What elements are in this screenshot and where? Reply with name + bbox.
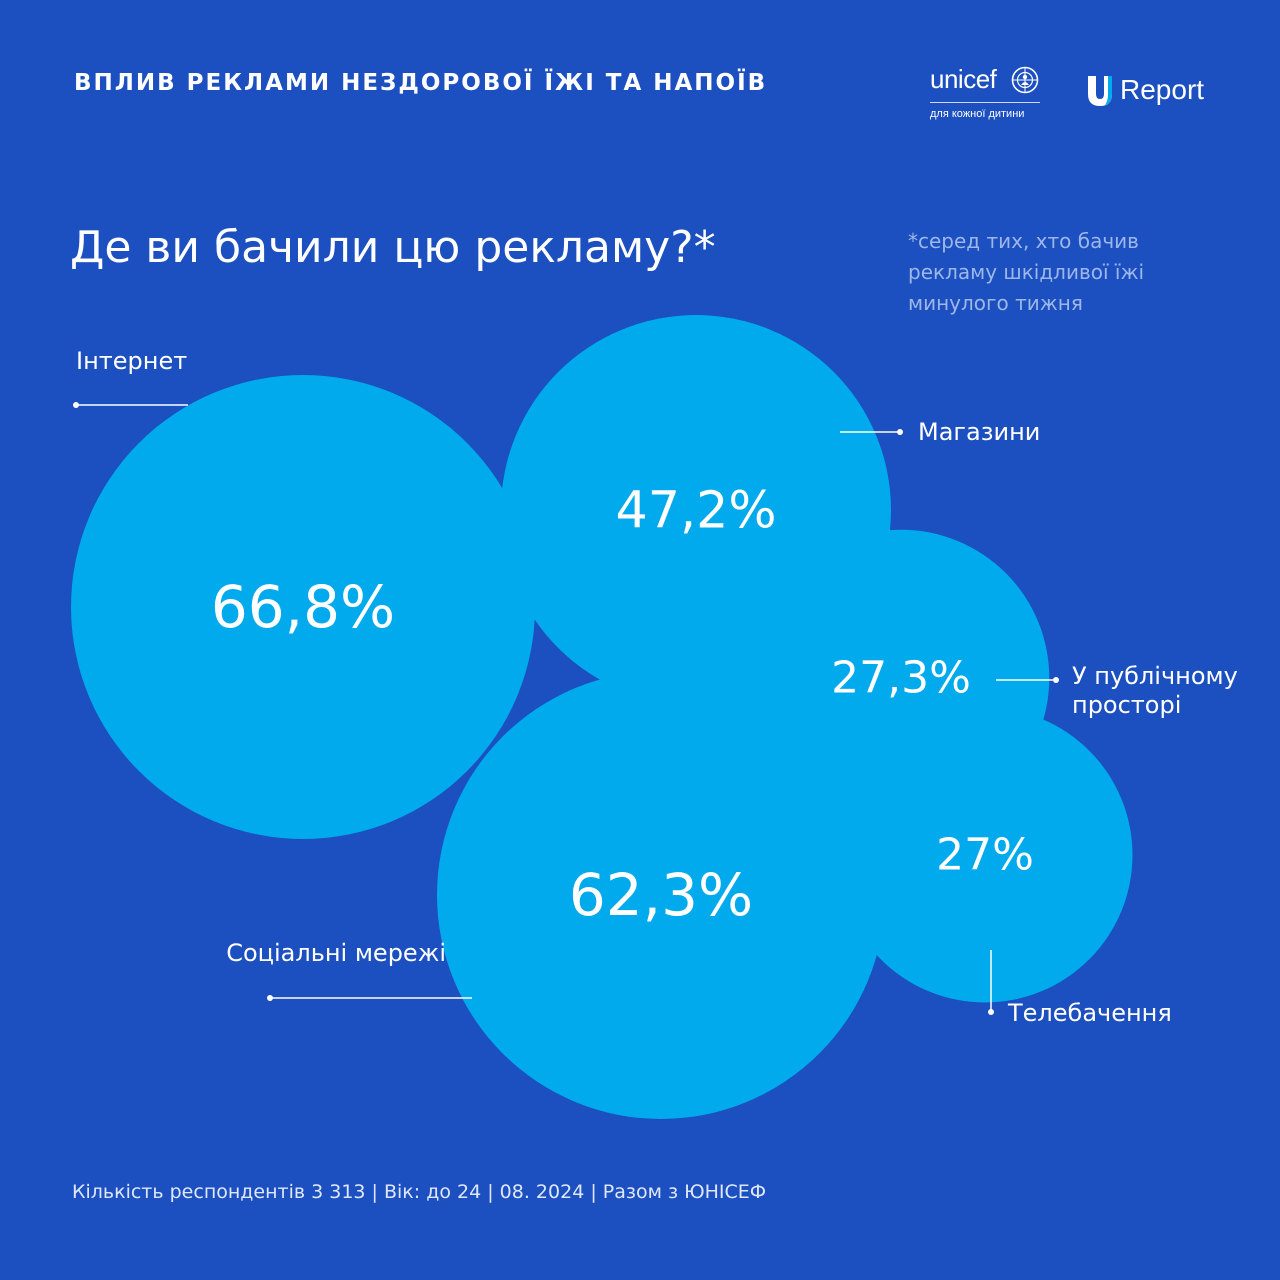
value-label: 66,8%: [211, 573, 395, 641]
value-label: 62,3%: [569, 861, 753, 929]
footer-source: Кількість респондентів 3 313 | Вік: до 2…: [72, 1181, 767, 1203]
unicef-logo-wordmark: unicef: [930, 64, 997, 94]
leader-dot: [1053, 677, 1059, 683]
category-label: У публічному просторі: [1072, 662, 1238, 719]
unicef-tagline: для кожної дитини: [930, 108, 1025, 120]
question-title: Де ви бачили цю рекламу?*: [70, 222, 716, 273]
unicef-logo-divider: [930, 102, 1040, 103]
category-label: Інтернет: [76, 347, 187, 375]
leader-dot: [988, 1009, 994, 1015]
unicef-logo: unicef для кожної дитини: [930, 64, 1042, 122]
ureport-logo-wordmark: Report: [1120, 74, 1205, 105]
bubble: [71, 375, 535, 839]
leader-dot: [267, 995, 273, 1001]
ureport-u-icon: [1088, 76, 1112, 106]
bubble: [437, 671, 885, 1119]
value-label: 47,2%: [615, 481, 776, 540]
category-label: Соціальні мережі: [226, 939, 446, 967]
unicef-emblem-icon: [1011, 66, 1039, 94]
leader-dot: [897, 429, 903, 435]
footnote: *серед тих, хто бачив рекламу шкідливої …: [908, 229, 1145, 315]
value-label: 27,3%: [831, 653, 971, 704]
category-label: Магазини: [918, 418, 1040, 446]
category-label: Телебачення: [1007, 999, 1172, 1027]
value-label: 27%: [936, 830, 1034, 881]
infographic-header: ВПЛИВ РЕКЛАМИ НЕЗДОРОВОЇ ЇЖІ ТА НАПОЇВ: [74, 70, 768, 96]
bubble: [837, 707, 1133, 1003]
leader-dot: [73, 402, 79, 408]
